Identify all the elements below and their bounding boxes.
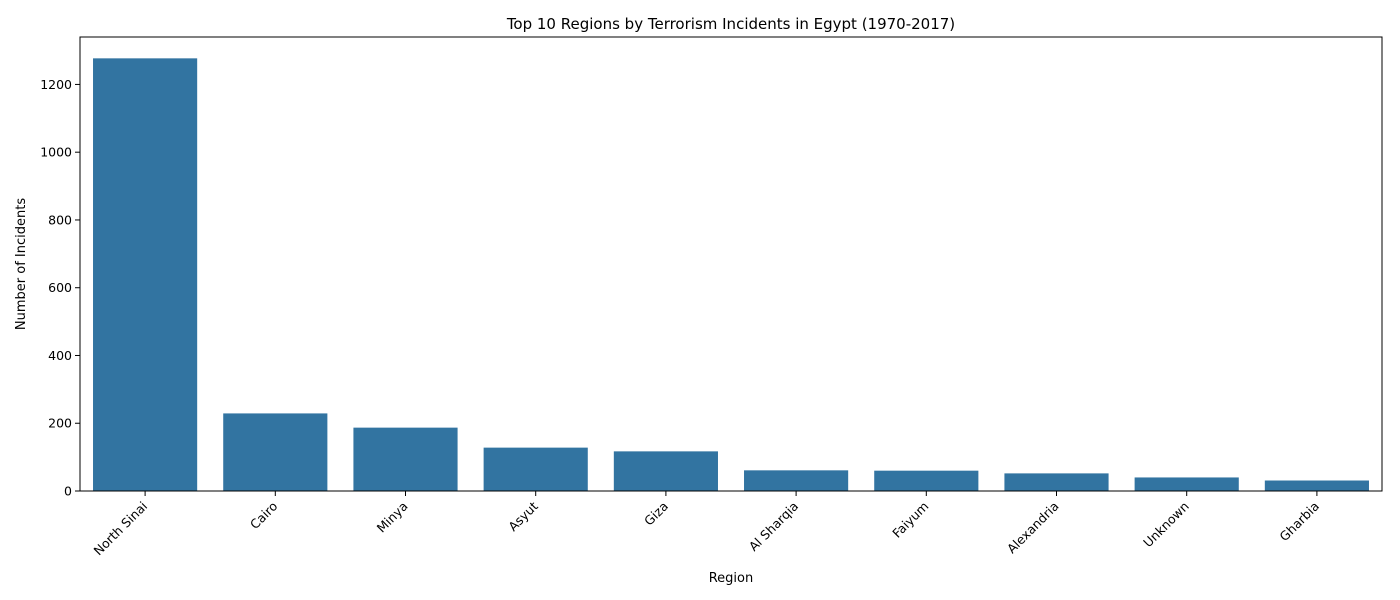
x-tick-label: Al Sharqia (746, 499, 802, 555)
x-axis-label: Region (709, 571, 754, 586)
x-tick-label: Gharbia (1276, 499, 1322, 545)
x-tick-label: North Sinai (91, 499, 151, 559)
y-tick-label: 1200 (40, 77, 72, 92)
x-tick-label: Giza (641, 499, 671, 529)
y-tick-label: 200 (48, 416, 72, 431)
y-tick-label: 600 (48, 280, 72, 295)
chart-title: Top 10 Regions by Terrorism Incidents in… (506, 15, 955, 33)
bar-1 (223, 413, 328, 491)
x-tick-label: Alexandria (1004, 499, 1062, 557)
x-tick-label: Cairo (247, 499, 280, 532)
y-tick-label: 1000 (40, 145, 72, 160)
bar-0 (93, 58, 198, 492)
bar-7 (1004, 473, 1109, 491)
x-tick-label: Faiyum (889, 499, 931, 541)
bar-5 (744, 470, 849, 491)
bars-layer (93, 58, 1369, 492)
bar-4 (613, 451, 718, 491)
bar-3 (483, 447, 588, 491)
x-tick-label: Asyut (505, 498, 541, 534)
y-axis: 0 200 400 600 800 1000 1200 (40, 77, 80, 499)
x-axis: North Sinai Cairo Minya Asyut Giza Al Sharqia… (91, 491, 1322, 558)
bar-8 (1134, 477, 1239, 491)
y-tick-label: 0 (64, 484, 72, 499)
x-tick-label: Unknown (1140, 499, 1192, 551)
bar-9 (1264, 480, 1369, 491)
y-tick-label: 400 (48, 348, 72, 363)
y-tick-label: 800 (48, 212, 72, 227)
y-axis-label: Number of Incidents (14, 198, 29, 330)
plot-frame (79, 36, 1383, 492)
bar-2 (353, 427, 458, 491)
x-tick-label: Minya (374, 499, 411, 536)
bar-6 (874, 470, 979, 491)
